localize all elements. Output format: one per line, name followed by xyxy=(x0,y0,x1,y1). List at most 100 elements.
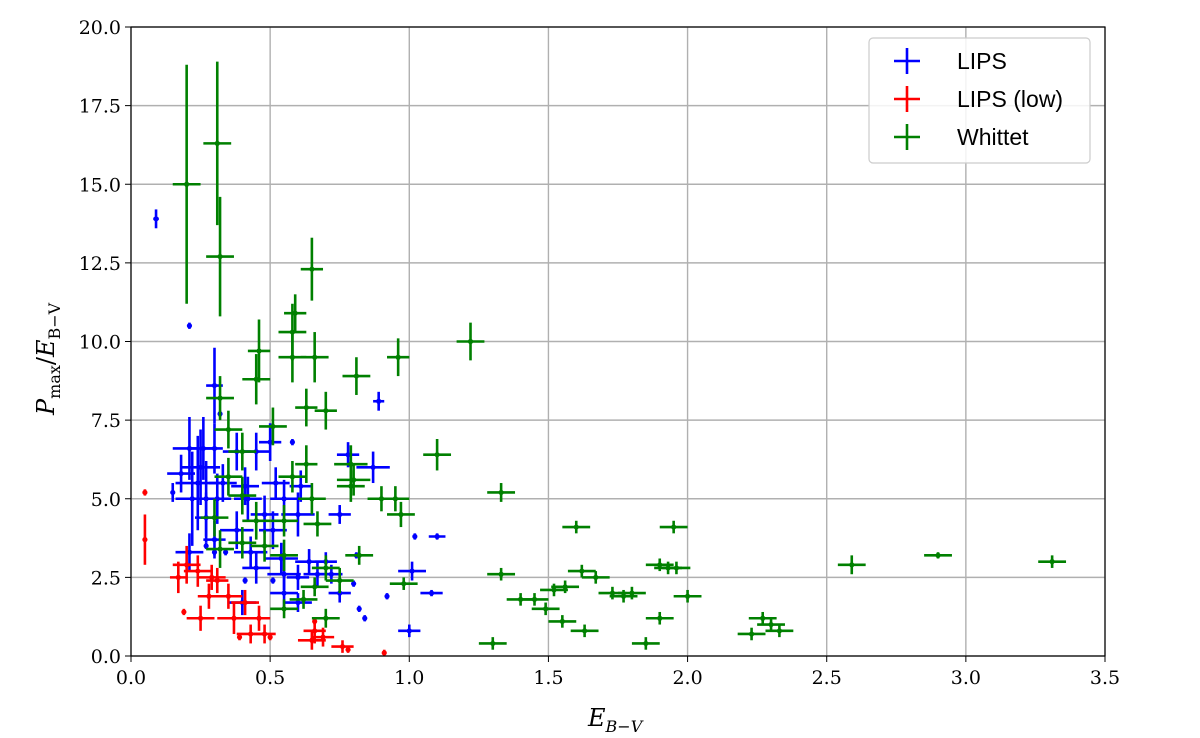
x-tick-label: 3.5 xyxy=(1090,667,1120,689)
y-tick-label: 0.0 xyxy=(91,646,121,668)
data-point xyxy=(214,457,243,496)
legend-item: LIPS (low) xyxy=(894,86,1063,112)
data-point xyxy=(259,423,282,462)
legend-item: LIPS xyxy=(894,48,1007,74)
data-point xyxy=(208,464,237,502)
data-point xyxy=(311,627,335,647)
legend: LIPS LIPS (low) Whittet xyxy=(868,37,1091,164)
data-point xyxy=(286,564,310,590)
y-axis-label: Pmax/EB−V xyxy=(32,302,64,416)
x-tick-label: 0.5 xyxy=(255,667,285,689)
data-point xyxy=(247,319,271,383)
data-point xyxy=(270,599,298,619)
data-point xyxy=(217,602,251,634)
y-tick-label: 15.0 xyxy=(79,174,121,196)
y-tick-label: 17.5 xyxy=(79,96,121,118)
axis-ticks: 0.0 0.5 1.0 1.5 2.0 2.5 3.0 3.5 0.0 2.5 5.0 7.5 10.0… xyxy=(79,17,1120,689)
data-point xyxy=(197,564,226,590)
data-point xyxy=(247,605,271,631)
data-point xyxy=(242,354,271,405)
series-lips xyxy=(153,209,446,638)
data-point xyxy=(618,586,646,600)
data-point xyxy=(300,332,329,383)
x-tick-label: 2.0 xyxy=(672,667,702,689)
data-point xyxy=(261,467,290,499)
data-point xyxy=(456,322,485,361)
data-point xyxy=(206,423,223,474)
data-point xyxy=(520,593,549,606)
data-point xyxy=(186,605,215,631)
legend-label: LIPS xyxy=(957,48,1007,74)
data-point xyxy=(242,552,271,584)
data-point xyxy=(487,567,516,581)
y-tick-label: 2.5 xyxy=(91,567,121,589)
data-point xyxy=(384,593,390,600)
data-point xyxy=(342,357,371,395)
data-point xyxy=(387,338,410,377)
data-point xyxy=(551,580,580,594)
data-point xyxy=(567,564,596,578)
data-point xyxy=(228,476,257,515)
data-point xyxy=(206,376,234,421)
data-point xyxy=(311,608,340,628)
data-point xyxy=(278,461,307,493)
data-point xyxy=(181,429,221,506)
y-tick-label: 5.0 xyxy=(91,489,121,511)
data-point xyxy=(183,555,212,587)
data-point xyxy=(264,542,298,575)
data-point xyxy=(345,646,351,653)
data-point xyxy=(398,624,421,638)
data-point xyxy=(289,438,296,446)
x-tick-label: 2.5 xyxy=(812,667,842,689)
data-point xyxy=(531,602,560,616)
data-point xyxy=(250,530,279,562)
data-point xyxy=(311,555,340,581)
data-point xyxy=(169,561,187,594)
data-point xyxy=(270,539,298,572)
data-point xyxy=(242,577,248,584)
data-point xyxy=(562,520,591,534)
data-point xyxy=(186,322,193,329)
data-point xyxy=(581,571,610,584)
data-point xyxy=(1038,555,1067,568)
data-point xyxy=(631,637,660,650)
data-point xyxy=(645,611,674,625)
data-points xyxy=(142,61,1067,656)
data-point xyxy=(300,237,324,301)
x-axis-label: EB−V xyxy=(587,704,644,736)
data-point xyxy=(228,432,257,471)
legend-box xyxy=(868,37,1091,164)
data-point xyxy=(233,476,262,521)
data-point xyxy=(345,545,374,565)
data-point xyxy=(170,483,176,502)
y-tick-label: 10.0 xyxy=(79,332,121,354)
data-point xyxy=(398,561,426,581)
data-point xyxy=(659,520,688,534)
data-point xyxy=(250,495,279,534)
data-point xyxy=(300,577,329,597)
data-point xyxy=(328,505,351,524)
data-point xyxy=(142,489,148,496)
y-tick-label: 12.5 xyxy=(79,253,121,275)
data-point xyxy=(295,388,318,427)
data-point xyxy=(389,577,418,590)
data-point xyxy=(356,451,390,484)
data-point xyxy=(765,624,794,638)
data-point xyxy=(356,605,362,612)
data-point xyxy=(253,624,276,644)
y-tick-label: 20.0 xyxy=(79,17,121,39)
data-point xyxy=(336,470,365,502)
data-point xyxy=(487,483,516,502)
data-point xyxy=(270,577,276,584)
series-whittet xyxy=(172,61,1067,650)
data-point xyxy=(206,196,234,317)
data-point xyxy=(373,391,385,411)
data-point xyxy=(181,608,187,616)
data-point xyxy=(259,407,287,446)
data-point xyxy=(270,505,298,537)
data-point xyxy=(284,294,307,333)
data-point xyxy=(478,637,507,650)
data-point xyxy=(289,589,318,609)
data-point xyxy=(167,454,196,493)
data-point xyxy=(673,589,702,603)
